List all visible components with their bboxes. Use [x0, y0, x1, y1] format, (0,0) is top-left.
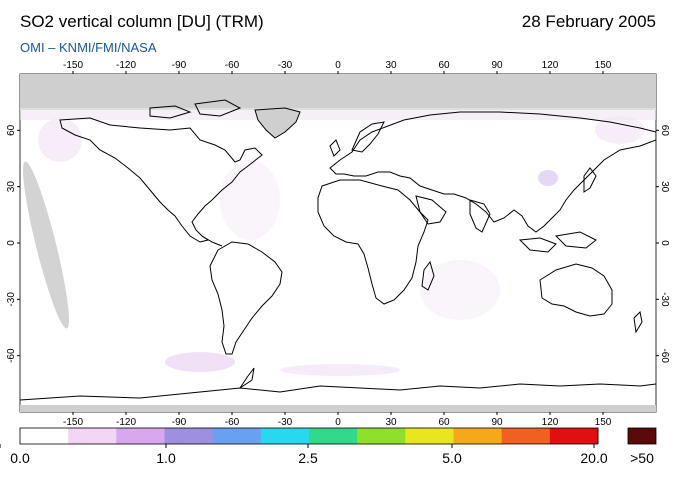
lat-tick-label: 0 [659, 240, 670, 246]
colorbar-segment [453, 428, 503, 444]
lon-tick-label: -60 [225, 60, 240, 71]
colorbar-segment [20, 428, 69, 444]
lon-tick-label: 60 [438, 60, 450, 71]
colorbar-segment [405, 428, 454, 444]
lat-tick-label: -30 [659, 292, 670, 307]
lat-tick-label: 30 [6, 181, 17, 193]
lon-tick-label: 90 [491, 60, 503, 71]
lon-ticks-bottom: -150 -120 -90 -60 -30 0 30 60 90 120 150 [63, 412, 612, 428]
lon-tick-label: -150 [63, 60, 83, 71]
colorbar-segment [116, 428, 165, 444]
map-title: SO2 vertical column [DU] (TRM) [20, 12, 264, 31]
colorbar-segment [260, 428, 310, 444]
colorbar-overflow-label: >50 [630, 450, 654, 466]
lon-tick-label: -120 [116, 60, 136, 71]
lon-tick-label: 90 [491, 417, 503, 428]
lat-tick-label: 0 [6, 240, 17, 246]
map-date: 28 February 2005 [521, 12, 656, 31]
colorbar-label-1: 1.0 [156, 450, 176, 466]
lat-ticks-right: 60 30 0 -30 -60 [656, 125, 670, 363]
map-frame [19, 73, 657, 413]
lon-tick-label: 150 [595, 417, 612, 428]
lon-ticks-top: -150 -120 -90 -60 -30 0 30 60 90 120 150 [63, 60, 612, 74]
lat-tick-label: -60 [659, 348, 670, 363]
colorbar-segment [309, 428, 358, 444]
lon-tick-label: 30 [385, 417, 397, 428]
colorbar-segment [212, 428, 262, 444]
no-data-south [20, 405, 656, 412]
lon-tick-label: 0 [335, 417, 341, 428]
lat-tick-label: 60 [659, 125, 670, 137]
no-data-swath [23, 161, 69, 329]
lon-tick-label: 60 [438, 417, 450, 428]
lon-tick-label: 150 [595, 60, 612, 71]
lon-tick-label: -30 [278, 60, 293, 71]
lat-tick-label: 30 [659, 181, 670, 193]
no-data-north [20, 74, 656, 110]
colorbar-label-3: 5.0 [442, 450, 462, 466]
lon-tick-label: -30 [278, 417, 293, 428]
lon-tick-label: 0 [335, 60, 341, 71]
colorbar-segment [549, 428, 599, 444]
colorbar-overflow-swatch [627, 427, 657, 445]
lon-tick-label: -120 [116, 417, 136, 428]
so2-speckle [38, 116, 645, 376]
lat-tick-label: -30 [6, 292, 17, 307]
colorbar-label-4: 20.0 [580, 450, 608, 466]
lon-tick-label: -90 [172, 417, 187, 428]
lat-ticks-left: 60 30 0 -30 -60 [6, 124, 20, 363]
lon-tick-label: 30 [385, 60, 397, 71]
lon-tick-label: -150 [63, 417, 83, 428]
lat-tick-label: -60 [6, 348, 17, 363]
coastlines [20, 99, 656, 401]
lon-tick-label: 120 [542, 60, 559, 71]
colorbar-segment [357, 428, 406, 444]
lon-tick-label: -60 [225, 417, 240, 428]
colorbar [0, 427, 599, 448]
colorbar-frame [19, 427, 599, 445]
colorbar-label-0: 0.0 [10, 450, 30, 466]
lat-tick-label: 60 [6, 124, 17, 136]
credit-line: OMI – KNMI/FMI/NASA [20, 40, 157, 55]
lon-tick-label: 120 [542, 417, 559, 428]
colorbar-segment [68, 428, 117, 444]
lon-tick-label: -90 [172, 60, 187, 71]
colorbar-segment [501, 428, 551, 444]
colorbar-label-2: 2.5 [298, 450, 318, 466]
colorbar-segment [164, 428, 214, 444]
